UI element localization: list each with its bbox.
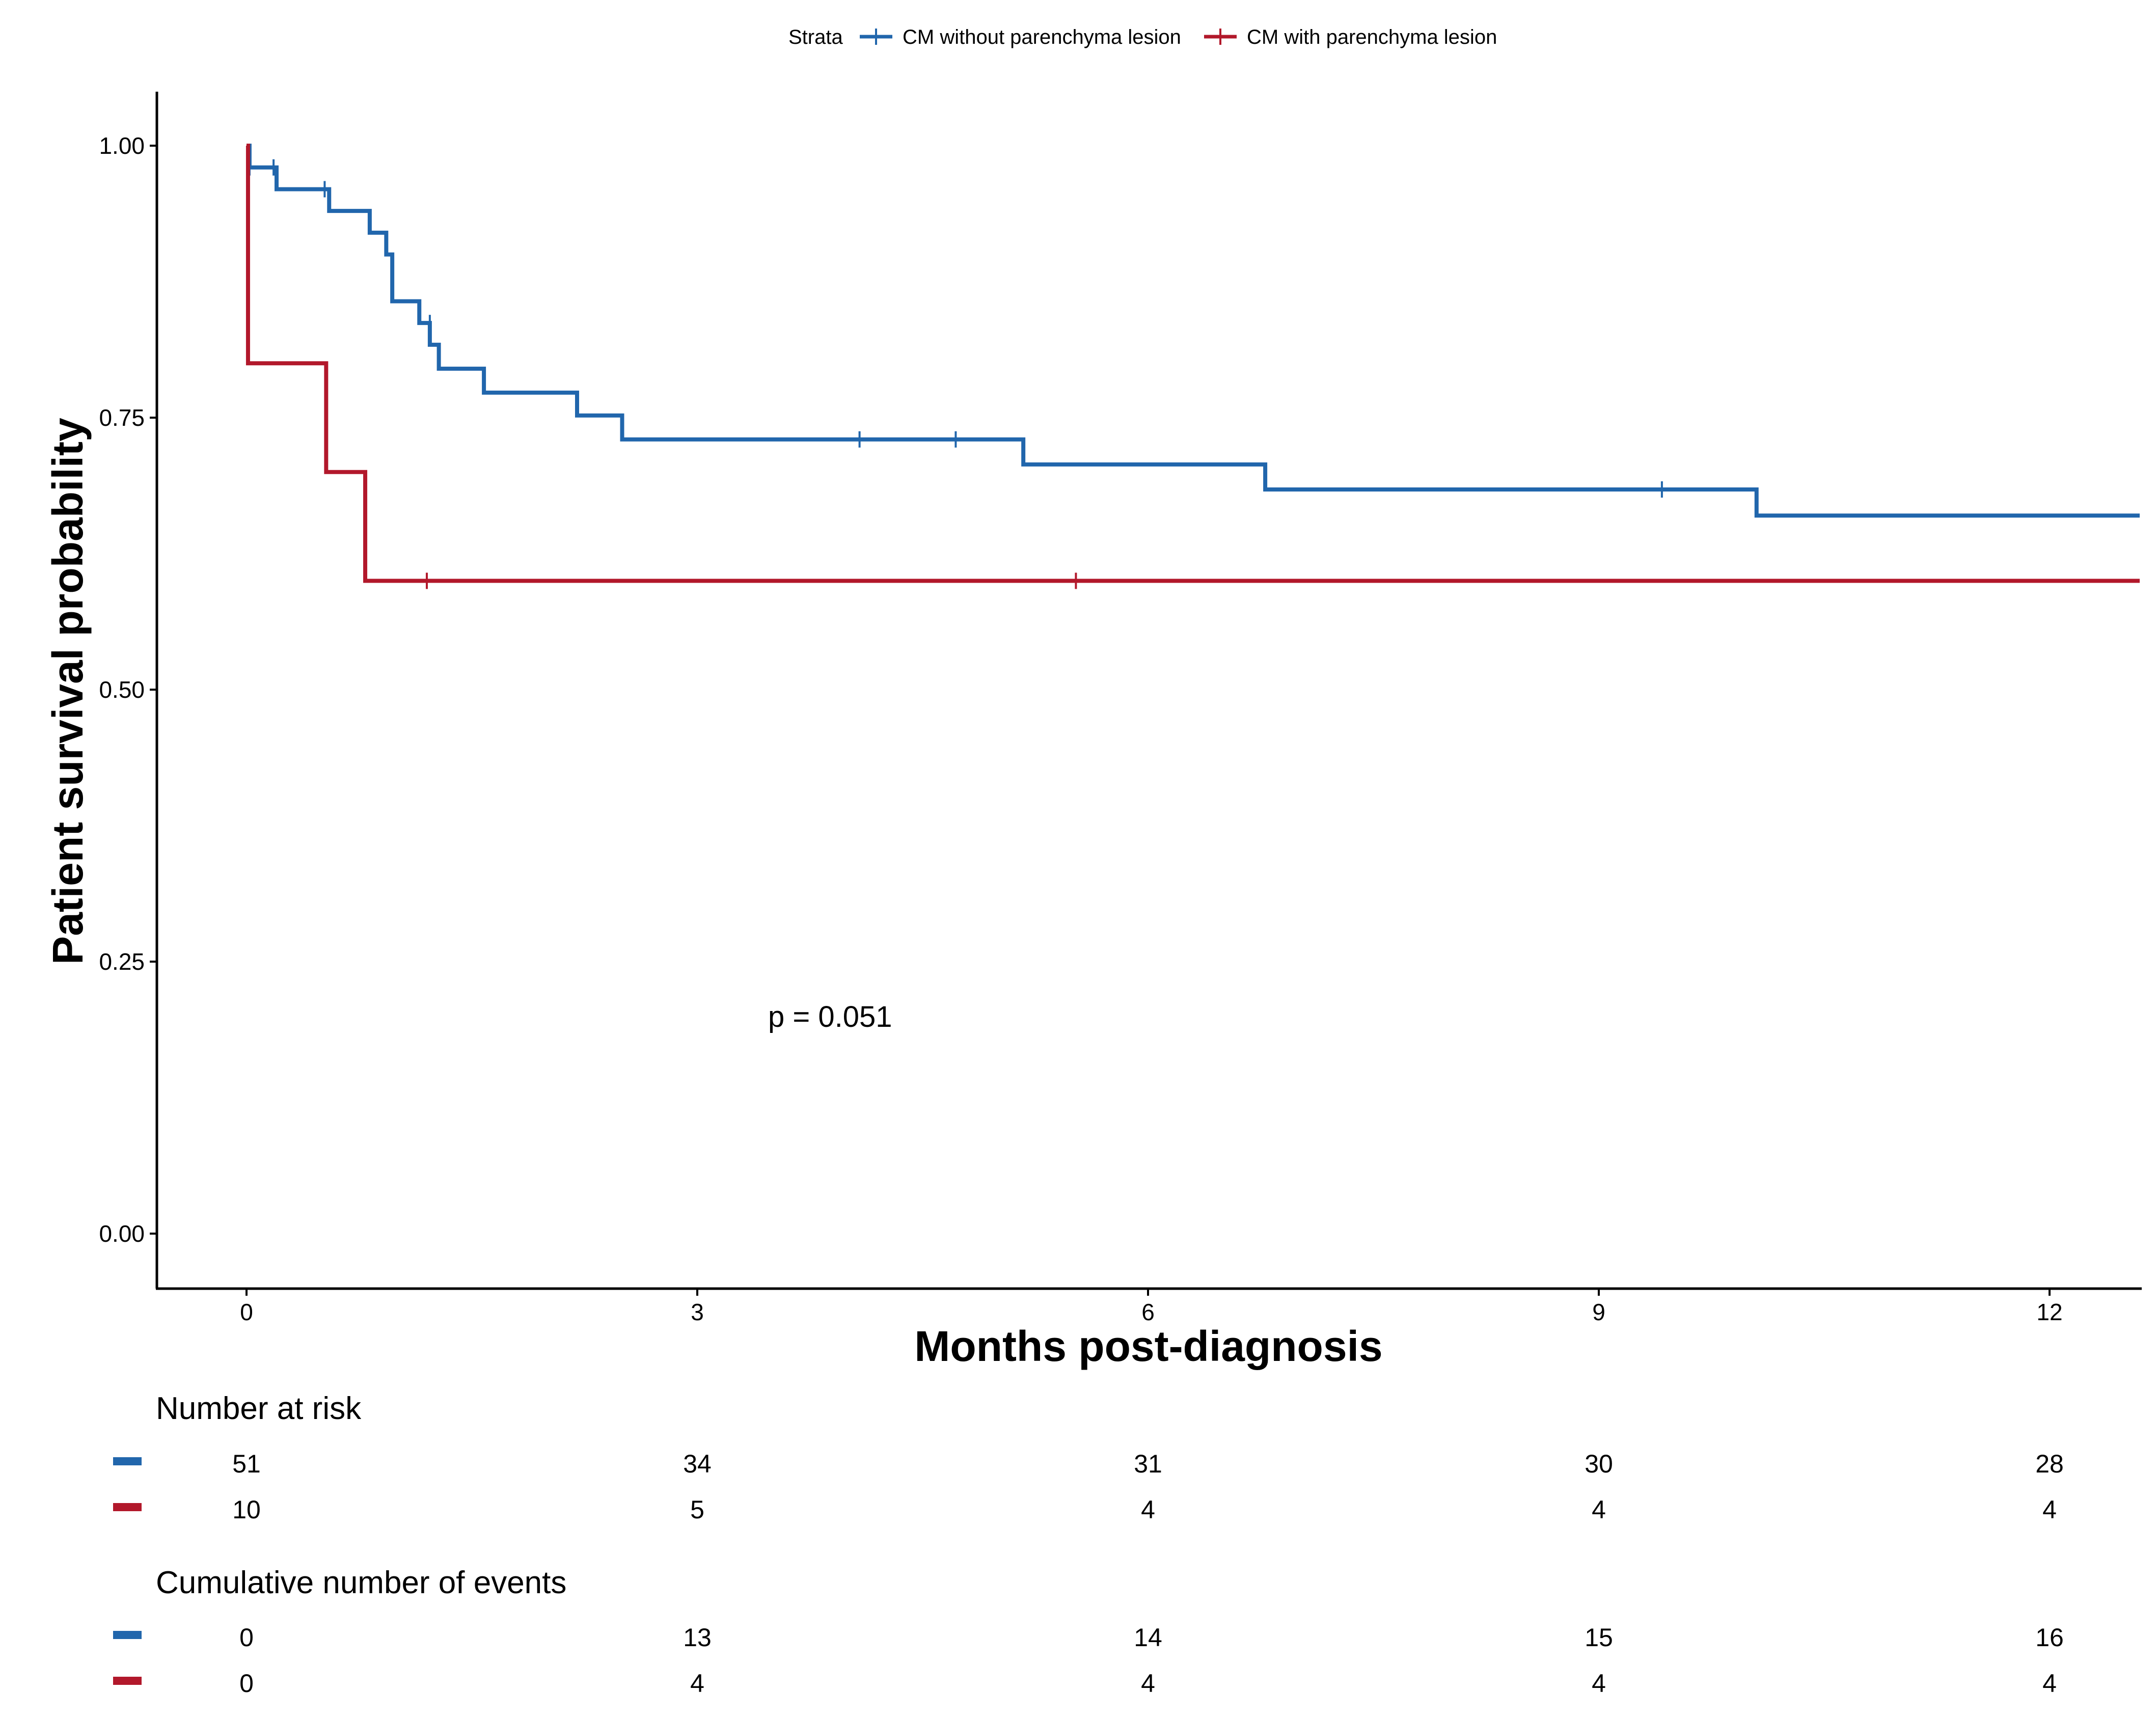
y-axis-ticks: 0.00 0.25 0.50 0.75 1.00 [99, 132, 157, 1247]
table-cell: 4 [1141, 1669, 1155, 1698]
x-tick-label: 0 [240, 1299, 253, 1325]
table-cell: 28 [2035, 1450, 2064, 1478]
strata-color-swatch [113, 1677, 142, 1685]
series-layer [245, 144, 2140, 589]
y-tick-label: 0.75 [99, 404, 145, 431]
x-axis-title: Months post-diagnosis [914, 1322, 1382, 1370]
table-cell: 4 [1592, 1669, 1606, 1698]
x-tick-label: 3 [691, 1299, 704, 1325]
table-cell: 10 [232, 1495, 261, 1524]
risk-table-title: Number at risk [156, 1391, 362, 1426]
table-cell: 4 [1592, 1495, 1606, 1524]
table-cell: 4 [690, 1669, 704, 1698]
x-tick-label: 9 [1592, 1299, 1605, 1325]
table-cell: 51 [232, 1450, 261, 1478]
table-cell: 13 [683, 1623, 712, 1652]
km-curve-with-lesion [245, 144, 2140, 583]
strata-color-swatch [113, 1457, 142, 1465]
legend-label-without-lesion: CM without parenchyma lesion [903, 26, 1181, 48]
risk-table: 51 34 31 30 28 10 5 4 4 4 [113, 1450, 2064, 1524]
table-cell: 15 [1585, 1623, 1613, 1652]
x-axis-ticks: 0 3 6 9 12 [240, 1289, 2063, 1325]
x-tick-label: 12 [2036, 1299, 2062, 1325]
table-cell: 31 [1134, 1450, 1162, 1478]
table-cell: 0 [239, 1669, 254, 1698]
table-cell: 4 [2042, 1495, 2057, 1524]
table-cell: 14 [1134, 1623, 1162, 1652]
x-tick-label: 6 [1141, 1299, 1155, 1325]
table-cell: 4 [1141, 1495, 1155, 1524]
strata-color-swatch [113, 1631, 142, 1639]
p-value-annotation: p = 0.051 [768, 1000, 892, 1033]
table-cell: 34 [683, 1450, 712, 1478]
y-tick-label: 0.25 [99, 948, 145, 975]
y-tick-label: 0.00 [99, 1220, 145, 1247]
table-cell: 4 [2042, 1669, 2057, 1698]
y-axis-title: Patient survival probability [44, 418, 92, 965]
y-tick-label: 0.50 [99, 676, 145, 703]
table-cell: 30 [1585, 1450, 1613, 1478]
events-table: 0 13 14 15 16 0 4 4 4 4 [113, 1623, 2064, 1698]
table-cell: 16 [2035, 1623, 2064, 1652]
km-curve-without-lesion [247, 144, 2140, 518]
events-table-title: Cumulative number of events [156, 1565, 566, 1600]
legend-label-with-lesion: CM with parenchyma lesion [1247, 26, 1497, 48]
table-cell: 0 [239, 1623, 254, 1652]
legend: Strata CM without parenchyma lesion CM w… [788, 26, 1497, 48]
strata-color-swatch [113, 1503, 142, 1511]
legend-title: Strata [788, 26, 843, 48]
table-cell: 5 [690, 1495, 704, 1524]
y-tick-label: 1.00 [99, 132, 145, 159]
